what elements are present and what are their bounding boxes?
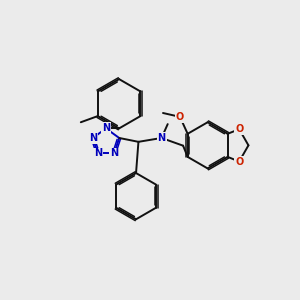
Text: O: O [176,112,184,122]
Text: O: O [235,124,243,134]
Text: N: N [110,148,118,158]
Text: O: O [235,157,243,166]
Text: N: N [89,133,97,143]
Text: N: N [102,123,110,134]
Text: N: N [158,133,166,143]
Text: N: N [94,148,102,158]
